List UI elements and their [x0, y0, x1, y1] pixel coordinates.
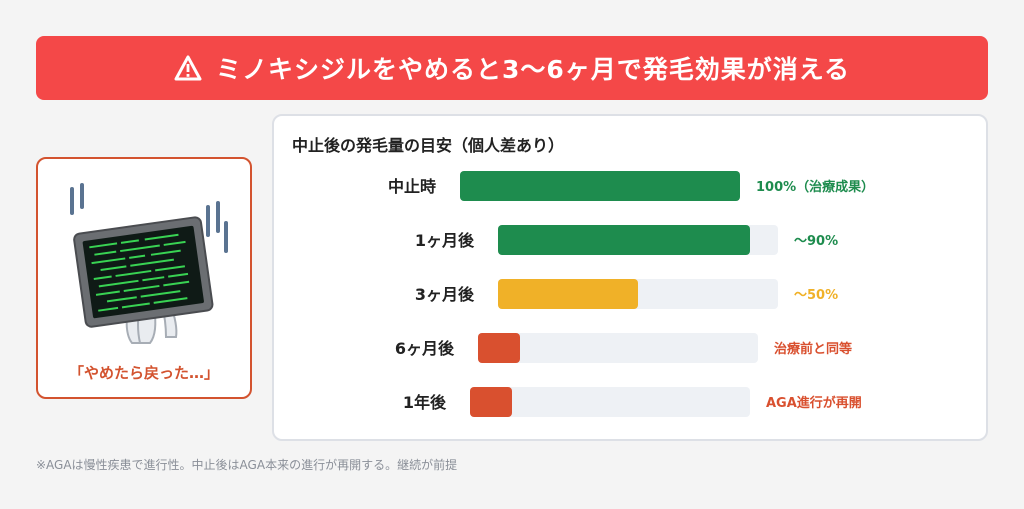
hair-growth-monitor-icon: [70, 183, 228, 344]
bar: [498, 279, 638, 309]
value-label: 〜50%: [794, 288, 838, 303]
bar: [460, 171, 740, 201]
bar-row: 1ヶ月後 〜90%: [415, 225, 838, 255]
bar-track: [470, 387, 750, 417]
illustration-caption: 「やめたら戻った…」: [68, 364, 219, 382]
chart-card: 中止後の発毛量の目安（個人差あり） 中止時 100%（治療成果） 1ヶ月後 〜90% 3…: [272, 114, 988, 441]
bar-row: 6ヶ月後 治療前と同等: [395, 333, 852, 363]
value-label: 治療前と同等: [774, 341, 852, 357]
bar-row: 中止時 100%（治療成果）: [388, 171, 874, 201]
bar-row: 1年後 AGA進行が再開: [403, 387, 862, 417]
value-label: 100%（治療成果）: [756, 179, 874, 195]
bar-chart: 中止時 100%（治療成果） 1ヶ月後 〜90% 3ヶ月後 〜50% 6ヶ月後 治療前と同等 1…: [388, 171, 874, 417]
category-label: 1ヶ月後: [415, 231, 475, 250]
bar: [478, 333, 520, 363]
footnote: ※AGAは慢性疾患で進行性。中止後はAGA本来の進行が再開する。継続が前提: [36, 458, 458, 472]
category-label: 1年後: [403, 393, 447, 412]
value-label: 〜90%: [794, 234, 838, 249]
bar-row: 3ヶ月後 〜50%: [415, 279, 838, 309]
bar: [498, 225, 750, 255]
category-label: 6ヶ月後: [395, 339, 455, 358]
value-label: AGA進行が再開: [766, 395, 862, 411]
warning-banner: ミノキシジルをやめると3〜6ヶ月で発毛効果が消える: [36, 36, 988, 100]
illustration-card: 「やめたら戻った…」: [36, 157, 252, 399]
chart-title: 中止後の発毛量の目安（個人差あり）: [292, 136, 565, 155]
banner-text: ミノキシジルをやめると3〜6ヶ月で発毛効果が消える: [215, 55, 851, 84]
category-label: 3ヶ月後: [415, 285, 475, 304]
warning-triangle-icon: [174, 55, 202, 81]
category-label: 中止時: [388, 177, 436, 196]
bar-track: [478, 333, 758, 363]
bar: [470, 387, 512, 417]
